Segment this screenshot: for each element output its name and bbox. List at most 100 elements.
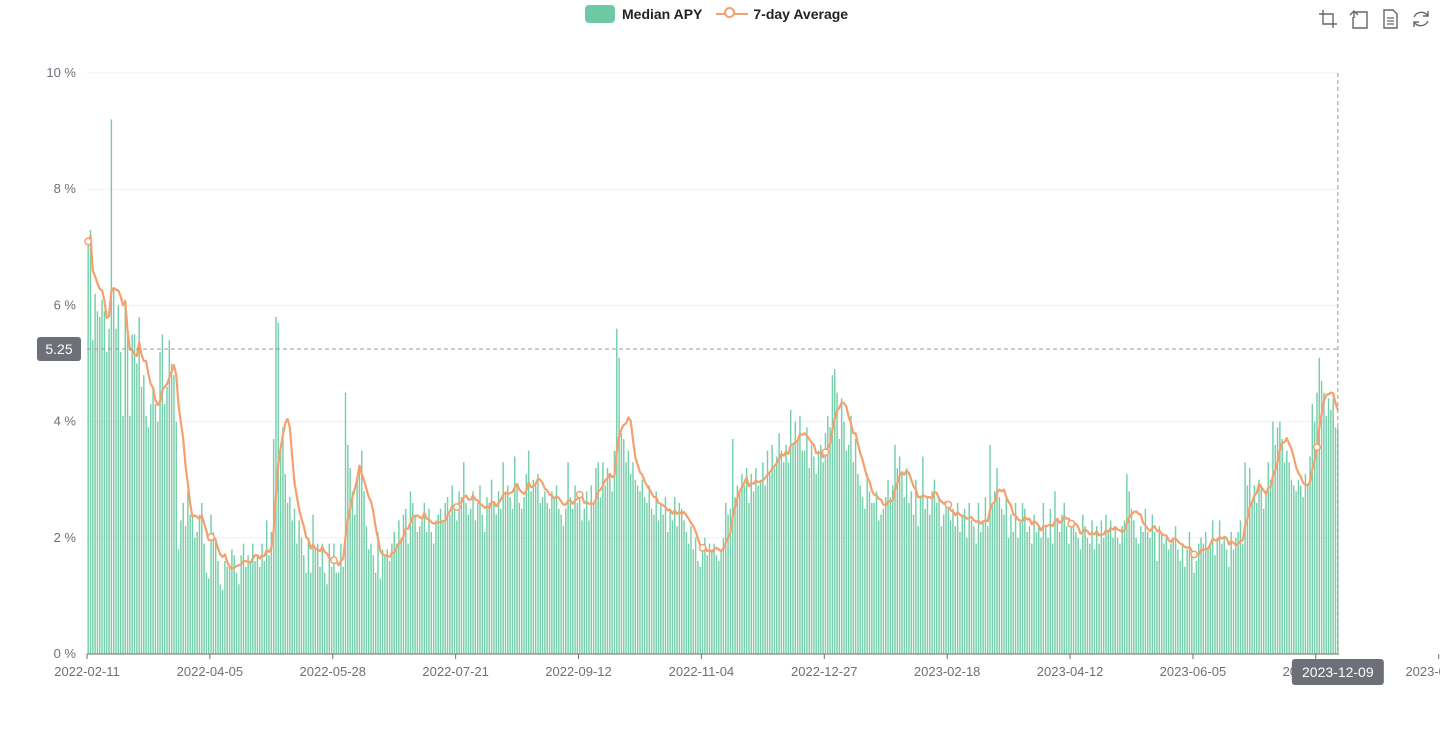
bar[interactable]	[289, 497, 291, 654]
bar[interactable]	[337, 572, 340, 654]
bar[interactable]	[936, 502, 938, 654]
bar[interactable]	[432, 543, 435, 654]
bar[interactable]	[987, 526, 989, 654]
bar[interactable]	[490, 479, 493, 654]
bar[interactable]	[133, 334, 136, 654]
bar[interactable]	[231, 549, 233, 654]
bar[interactable]	[894, 444, 896, 654]
bar[interactable]	[773, 468, 776, 654]
bar[interactable]	[810, 444, 813, 654]
bar[interactable]	[1158, 526, 1161, 654]
bar[interactable]	[1017, 537, 1019, 654]
bar[interactable]	[1223, 537, 1225, 654]
bar[interactable]	[534, 485, 537, 654]
bar[interactable]	[1005, 497, 1008, 654]
bar[interactable]	[395, 543, 398, 654]
bar[interactable]	[145, 415, 147, 654]
bar[interactable]	[636, 485, 639, 654]
bar[interactable]	[1239, 520, 1242, 654]
bar[interactable]	[1126, 473, 1128, 654]
restore-icon[interactable]	[1410, 8, 1432, 30]
bar[interactable]	[1198, 543, 1200, 654]
bar[interactable]	[1031, 543, 1033, 654]
bar[interactable]	[581, 520, 583, 654]
bar[interactable]	[623, 439, 625, 654]
legend-item-7-day-average[interactable]: 7-day Average	[716, 5, 848, 23]
bar[interactable]	[157, 421, 159, 654]
bar[interactable]	[998, 497, 1001, 654]
bar[interactable]	[177, 549, 180, 654]
bar[interactable]	[1172, 537, 1174, 654]
bar[interactable]	[671, 520, 674, 654]
bar[interactable]	[518, 502, 521, 654]
bar[interactable]	[140, 386, 143, 654]
bar[interactable]	[1274, 444, 1276, 654]
bar[interactable]	[996, 468, 998, 654]
bar[interactable]	[298, 520, 300, 654]
bar[interactable]	[697, 561, 699, 654]
bar[interactable]	[370, 543, 372, 654]
bar[interactable]	[472, 491, 474, 654]
bar[interactable]	[764, 485, 766, 654]
bar[interactable]	[381, 549, 384, 654]
bar[interactable]	[650, 508, 653, 654]
bar[interactable]	[1153, 531, 1156, 654]
bar[interactable]	[643, 497, 646, 654]
bar[interactable]	[451, 485, 453, 654]
bar[interactable]	[101, 299, 103, 654]
bar[interactable]	[618, 357, 620, 654]
bar[interactable]	[676, 526, 678, 654]
bar[interactable]	[1096, 526, 1098, 654]
bar[interactable]	[367, 549, 370, 654]
bar[interactable]	[117, 305, 120, 654]
bar[interactable]	[96, 311, 99, 654]
bar[interactable]	[377, 531, 379, 654]
bar[interactable]	[495, 514, 497, 654]
bar[interactable]	[1112, 537, 1114, 654]
bar[interactable]	[1077, 537, 1079, 654]
bar[interactable]	[1260, 485, 1263, 654]
bar[interactable]	[1140, 526, 1142, 654]
bar[interactable]	[1311, 404, 1314, 654]
bar[interactable]	[954, 526, 957, 654]
bar[interactable]	[1290, 479, 1293, 654]
bar[interactable]	[1147, 531, 1149, 654]
bar[interactable]	[560, 514, 562, 654]
bar[interactable]	[1211, 520, 1214, 654]
bar[interactable]	[942, 514, 945, 654]
bar[interactable]	[525, 473, 528, 654]
bar[interactable]	[1265, 491, 1267, 654]
bar[interactable]	[509, 497, 511, 654]
bar[interactable]	[629, 473, 632, 654]
bar[interactable]	[277, 322, 279, 654]
bar[interactable]	[1054, 491, 1056, 654]
bar[interactable]	[1279, 421, 1281, 654]
bar[interactable]	[1221, 543, 1223, 654]
bar[interactable]	[342, 566, 344, 654]
bar[interactable]	[1186, 549, 1188, 654]
bar[interactable]	[694, 537, 697, 654]
bar[interactable]	[1216, 537, 1218, 654]
bar[interactable]	[1024, 508, 1026, 654]
bar[interactable]	[634, 479, 637, 654]
bar[interactable]	[483, 531, 486, 654]
bar[interactable]	[233, 555, 235, 654]
bar[interactable]	[1286, 450, 1288, 654]
bar[interactable]	[279, 450, 282, 654]
bar[interactable]	[912, 514, 915, 654]
bar[interactable]	[653, 514, 655, 654]
bar[interactable]	[497, 491, 500, 654]
bar[interactable]	[372, 555, 375, 654]
bar[interactable]	[119, 351, 122, 654]
bar[interactable]	[272, 439, 275, 654]
bar[interactable]	[430, 531, 433, 654]
bar[interactable]	[993, 491, 996, 654]
bar[interactable]	[1209, 543, 1212, 654]
bar[interactable]	[947, 508, 950, 654]
bar[interactable]	[555, 485, 558, 654]
bar[interactable]	[1251, 502, 1253, 654]
bar[interactable]	[226, 566, 228, 654]
bar[interactable]	[541, 497, 544, 654]
bar[interactable]	[970, 520, 973, 654]
bar[interactable]	[527, 450, 530, 654]
